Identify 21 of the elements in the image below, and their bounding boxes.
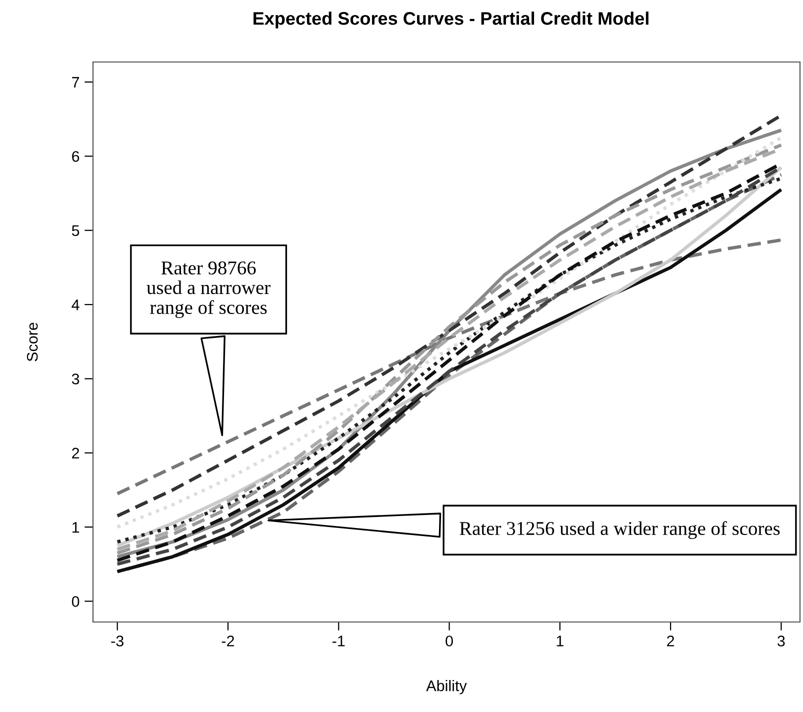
y-tick-label: 2 [72,448,80,458]
annotation: Rater 31256 used a wider range of scores [460,521,780,540]
line-series [116,238,783,496]
x-axis-title: Ability [426,680,467,694]
x-tick-label: 0 [446,636,453,646]
y-tick-label: 0 [72,596,80,607]
x-tick-label: -3 [111,636,124,646]
x-tick-label: -1 [332,636,345,646]
y-tick-label: 4 [72,300,80,310]
chart-title: Expected Scores Curves - Partial Credit Model [254,12,648,28]
x-tick-label: 3 [778,636,785,646]
x-tick-label: -2 [222,636,234,646]
y-tick-label: 7 [72,77,80,88]
x-tick-label: 1 [556,636,564,646]
y-tick-label: 3 [72,374,80,384]
x-tick-label: 2 [667,636,674,646]
y-tick-label: 6 [72,151,80,162]
y-tick-label: 5 [72,225,80,236]
y-tick-label: 1 [72,522,80,533]
annotation: Rater 98766 used a narrower range of scores [146,261,270,318]
y-axis-title: Score [26,322,38,362]
